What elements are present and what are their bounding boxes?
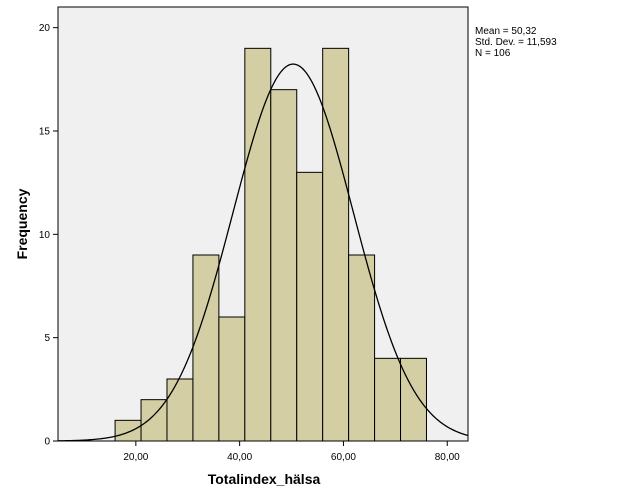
normal-curve <box>57 63 469 442</box>
y-tick-label: 10 <box>39 230 51 241</box>
x-tick-label: 80,00 <box>435 452 460 463</box>
x-tick-label: 20,00 <box>123 452 148 463</box>
histogram-bar <box>192 254 220 442</box>
y-axis: 0 5 10 15 20 <box>39 23 58 448</box>
stats-line: Std. Dev. = 11,593 <box>475 37 557 48</box>
stats-line: Mean = 50,32 <box>475 26 537 37</box>
histogram-bar <box>218 316 246 442</box>
y-tick-label: 15 <box>39 127 51 138</box>
histogram-bar <box>270 89 298 442</box>
histogram-bar <box>296 171 324 442</box>
y-tick-label: 0 <box>44 437 50 448</box>
histogram-bar <box>114 419 142 442</box>
bars-group <box>114 47 427 442</box>
histogram-bar <box>400 357 427 442</box>
histogram-bar <box>166 378 194 442</box>
histogram-bar <box>322 47 350 442</box>
histogram-bar <box>140 399 168 442</box>
x-axis-title: Totalindex_hälsa <box>208 471 321 487</box>
histogram-bar <box>244 47 272 442</box>
x-axis: 20,00 40,00 60,00 80,00 <box>123 441 460 463</box>
stats-line: N = 106 <box>475 48 511 59</box>
x-tick-label: 60,00 <box>331 452 356 463</box>
histogram-bar <box>348 254 376 442</box>
x-tick-label: 40,00 <box>227 452 252 463</box>
histogram-bar <box>374 357 402 442</box>
y-tick-label: 5 <box>44 333 50 344</box>
y-axis-title: Frequency <box>14 188 30 259</box>
y-tick-label: 20 <box>39 23 51 34</box>
